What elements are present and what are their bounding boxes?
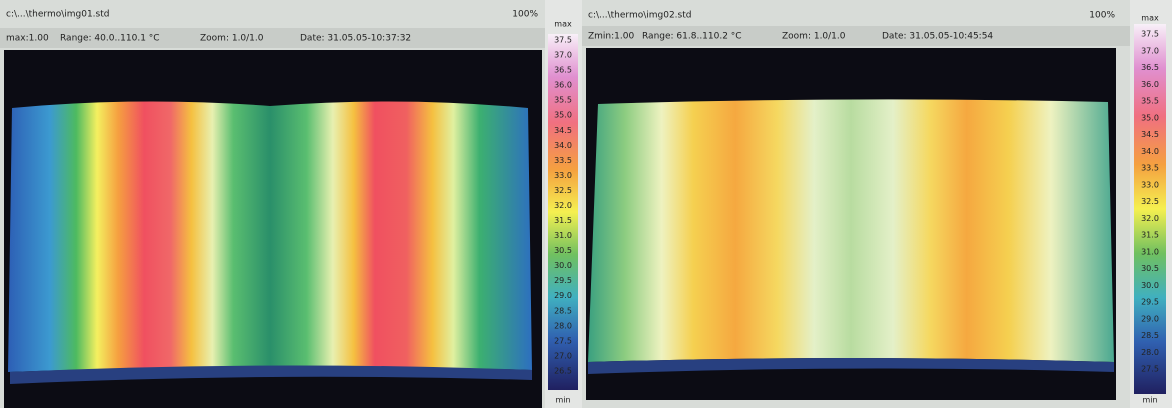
scale-label: 30.5 (1141, 264, 1159, 273)
scale-label: 28.0 (554, 321, 572, 330)
scale-label: 36.5 (1141, 63, 1159, 72)
scale-label: 31.0 (1141, 247, 1159, 256)
scale-label: 36.0 (1141, 80, 1159, 89)
scale-label: 27.5 (1141, 365, 1159, 374)
thermal-object (8, 101, 532, 372)
scale-label: 33.0 (1141, 180, 1159, 189)
thermal-object (588, 99, 1114, 362)
scale-label: 37.5 (1141, 30, 1159, 39)
info-date: Date: 31.05.05-10:45:54 (882, 32, 993, 42)
scale-label: 28.5 (1141, 331, 1159, 340)
scale-label: 35.5 (1141, 97, 1159, 106)
scale-label: 31.5 (1141, 231, 1159, 240)
scale-min-label: min (1142, 396, 1157, 405)
scale-label: 33.5 (1141, 164, 1159, 173)
scale-label: 30.5 (554, 246, 572, 255)
scale-max-label: max (1141, 14, 1159, 23)
scale-label: 30.0 (1141, 281, 1159, 290)
info-date: Date: 31.05.05-10:37:32 (300, 34, 411, 44)
scale-label: 37.0 (1141, 46, 1159, 55)
scale-label: 36.0 (554, 81, 572, 90)
scale-label: 32.0 (554, 201, 572, 210)
scale-label: 29.0 (1141, 314, 1159, 323)
zoom-percent: 100% (512, 10, 538, 20)
scale-label: 34.5 (1141, 130, 1159, 139)
scale-label: 37.0 (554, 51, 572, 60)
scale-label: 34.0 (1141, 147, 1159, 156)
window-left: c:\...\thermo\img01.std 100% max:1.00 Ra… (0, 0, 545, 408)
info-max: max:1.00 (6, 34, 49, 44)
scale-label: 30.0 (554, 261, 572, 270)
scale-label: 29.5 (554, 276, 572, 285)
screenshot: c:\...\thermo\img01.std 100% max:1.00 Ra… (0, 0, 1172, 408)
scale-label: 31.0 (554, 231, 572, 240)
color-scale-left: max 37.5 37.0 36.5 36.0 35.5 35.0 34.5 34.0 33.5 3… (545, 0, 582, 408)
info-zoom: Zoom: 1.0/1.0 (782, 32, 846, 42)
scale-label: 26.5 (554, 366, 572, 375)
zoom-percent: 100% (1089, 11, 1115, 21)
scale-label: 33.0 (554, 171, 572, 180)
info-range: Range: 61.8..110.2 °C (642, 32, 742, 42)
scale-label: 29.0 (554, 291, 572, 300)
scale-label: 29.5 (1141, 298, 1159, 307)
scale-max-label: max (554, 20, 572, 29)
color-scale-right: max 37.5 37.0 36.5 36.0 35.5 35.0 34.5 34.0 33.5 3… (1130, 0, 1172, 408)
scale-label: 35.5 (554, 96, 572, 105)
info-zoom: Zoom: 1.0/1.0 (200, 34, 264, 44)
scale-label: 34.5 (554, 126, 572, 135)
scale-label: 28.5 (554, 306, 572, 315)
info-max: Zmin:1.00 (588, 32, 634, 42)
scale-label: 37.5 (554, 36, 572, 45)
window-title: c:\...\thermo\img01.std (6, 10, 109, 20)
scale-label: 33.5 (554, 156, 572, 165)
scale-label: 32.5 (1141, 197, 1159, 206)
scale-label: 27.0 (554, 351, 572, 360)
scale-label: 32.5 (554, 186, 572, 195)
scale-label: 28.0 (1141, 348, 1159, 357)
scale-label: 36.5 (554, 66, 572, 75)
scale-label: 35.0 (1141, 113, 1159, 122)
scale-label: 35.0 (554, 111, 572, 120)
scale-label: 27.5 (554, 336, 572, 345)
scale-min-label: min (555, 396, 570, 405)
scale-label: 32.0 (1141, 214, 1159, 223)
window-title: c:\...\thermo\img02.std (588, 11, 691, 21)
scale-label: 31.5 (554, 216, 572, 225)
scale-label: 34.0 (554, 141, 572, 150)
info-range: Range: 40.0..110.1 °C (60, 34, 160, 44)
window-right: c:\...\thermo\img02.std 100% Zmin:1.00 R… (582, 0, 1130, 408)
